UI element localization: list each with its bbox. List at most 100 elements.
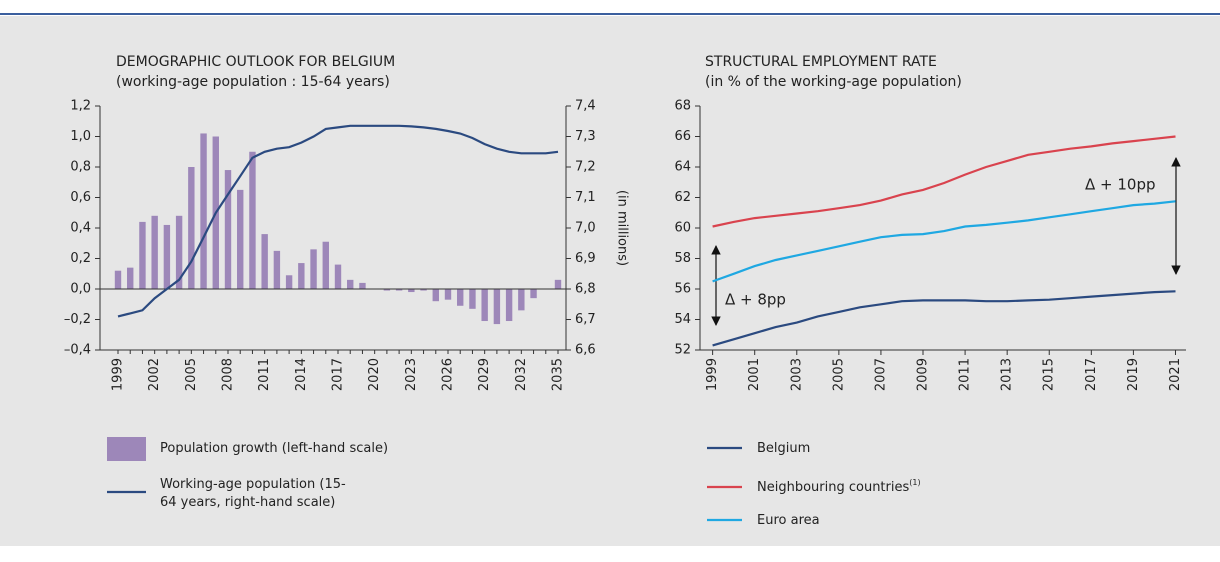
legend-label: Neighbouring countries(1) — [757, 478, 921, 495]
x-tick-label: 2005 — [831, 358, 846, 391]
bar — [310, 249, 317, 289]
legend-label: Population growth (left-hand scale) — [160, 441, 389, 456]
y2-axis-title: (in millions) — [615, 190, 630, 266]
x-tick-label: 1999 — [705, 358, 720, 391]
x-tick-label: 2019 — [1126, 358, 1141, 391]
bar — [163, 224, 171, 289]
line — [712, 200, 1176, 283]
x-tick-label: 2017 — [1084, 358, 1099, 391]
x-tick-label: 2009 — [916, 358, 931, 391]
legend-note: (1) — [909, 478, 920, 487]
x-tick-label: 2011 — [958, 358, 973, 391]
background — [0, 16, 1220, 546]
legend-label: Belgium — [757, 441, 810, 456]
line — [712, 135, 1176, 228]
bar — [457, 289, 464, 306]
chart-subtitle: (in % of the working-age population) — [705, 74, 962, 90]
x-tick-label: 2032 — [514, 358, 529, 391]
bar — [127, 267, 134, 289]
legend-text: Euro area — [757, 513, 820, 528]
y-tick-label: 1,0 — [70, 129, 91, 144]
y-tick-label: –0,2 — [64, 312, 91, 327]
bar — [298, 263, 305, 289]
bar — [139, 221, 146, 289]
y-tick-label: 1,2 — [70, 99, 91, 114]
y-tick-label: 0,4 — [70, 221, 91, 236]
y-tick-label: 0,2 — [70, 251, 91, 266]
bar — [188, 167, 195, 289]
bar — [408, 289, 415, 293]
bar — [273, 250, 281, 289]
y-tick-label: 0,8 — [70, 160, 91, 175]
y-tick-label: 0,0 — [70, 282, 91, 297]
x-tick-label: 2026 — [441, 358, 456, 391]
y-tick-label: 0,6 — [70, 190, 91, 205]
bar — [432, 289, 439, 302]
legend-swatch — [107, 437, 146, 461]
bar — [224, 170, 232, 289]
y-tick-label: 58 — [674, 251, 691, 266]
y2-tick-label: 6,6 — [575, 343, 596, 358]
chart-subtitle: (working-age population : 15-64 years) — [116, 74, 390, 90]
y2-tick-label: 7,4 — [575, 99, 596, 114]
bar — [420, 289, 427, 291]
x-tick-label: 2023 — [404, 358, 419, 391]
x-tick-label: 2008 — [221, 358, 236, 391]
bar — [493, 289, 501, 325]
annotation: Δ + 8pp — [725, 291, 786, 309]
line — [117, 124, 559, 318]
x-tick-label: 2014 — [294, 358, 309, 391]
bar — [261, 234, 268, 289]
y-tick-label: –0,4 — [64, 343, 91, 358]
bar — [151, 215, 158, 289]
bar — [505, 289, 513, 322]
y2-tick-label: 7,2 — [575, 160, 596, 175]
y-tick-label: 56 — [674, 282, 691, 297]
y2-tick-label: 6,9 — [575, 251, 596, 266]
x-tick-label: 2011 — [257, 358, 272, 391]
bar — [200, 133, 207, 289]
legend-label: Euro area — [757, 513, 820, 528]
bar — [481, 289, 488, 322]
x-tick-label: 2017 — [331, 358, 346, 391]
y2-tick-label: 7,0 — [575, 221, 596, 236]
y2-tick-label: 7,3 — [575, 129, 596, 144]
x-tick-label: 2002 — [147, 358, 162, 391]
bar — [322, 241, 329, 289]
x-tick-label: 2021 — [1168, 358, 1183, 391]
chart-title: DEMOGRAPHIC OUTLOOK FOR BELGIUM — [116, 54, 395, 70]
x-tick-label: 2013 — [1000, 358, 1015, 391]
y-tick-label: 54 — [674, 312, 691, 327]
bar — [114, 270, 122, 289]
bar — [530, 289, 537, 299]
bar — [444, 289, 452, 300]
y-tick-label: 52 — [674, 343, 691, 358]
bar — [395, 289, 403, 291]
chart-title: STRUCTURAL EMPLOYMENT RATE — [705, 54, 937, 70]
y2-tick-label: 7,1 — [575, 190, 596, 205]
y-tick-label: 66 — [674, 129, 691, 144]
legend-text: Belgium — [757, 441, 810, 456]
x-tick-label: 2007 — [873, 358, 888, 391]
bar — [518, 289, 525, 311]
y-tick-label: 64 — [674, 160, 691, 175]
bar — [469, 289, 476, 309]
x-tick-label: 2005 — [184, 358, 199, 391]
x-tick-label: 2035 — [551, 358, 566, 391]
y-tick-label: 62 — [674, 190, 691, 205]
line — [712, 290, 1176, 347]
bar — [175, 215, 183, 289]
legend-text: Neighbouring countries — [757, 480, 909, 495]
bar — [359, 282, 366, 289]
bar — [249, 151, 256, 289]
bar — [383, 289, 391, 291]
x-tick-label: 2015 — [1042, 358, 1057, 391]
legend-label: Working-age population (15-64 years, rig… — [160, 477, 346, 510]
y2-tick-label: 6,8 — [575, 282, 596, 297]
y-tick-label: 68 — [674, 99, 691, 114]
x-tick-label: 1999 — [111, 358, 126, 391]
bar — [347, 279, 354, 289]
bar — [237, 189, 244, 289]
